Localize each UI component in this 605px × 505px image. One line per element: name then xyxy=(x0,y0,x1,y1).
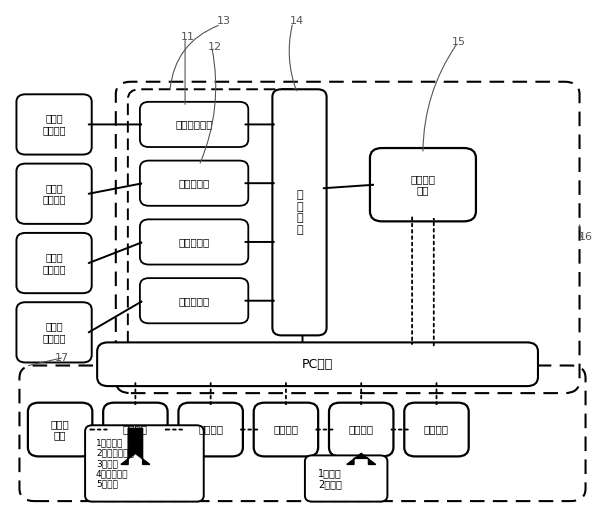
Text: 实时显示: 实时显示 xyxy=(348,425,374,434)
FancyBboxPatch shape xyxy=(404,402,469,457)
Text: 1、功率谱
2、功率谱密度
3、倒谱
4、小波变换
5、包络: 1、功率谱 2、功率谱密度 3、倒谱 4、小波变换 5、包络 xyxy=(96,438,134,489)
FancyBboxPatch shape xyxy=(28,402,93,457)
Text: 数据采集
电路: 数据采集 电路 xyxy=(410,174,436,195)
FancyBboxPatch shape xyxy=(16,164,92,224)
Text: 1、时域
2、频域: 1、时域 2、频域 xyxy=(318,468,342,489)
Text: PC电脑: PC电脑 xyxy=(302,358,333,371)
Text: 打开数据: 打开数据 xyxy=(198,425,223,434)
FancyBboxPatch shape xyxy=(305,456,387,501)
FancyBboxPatch shape xyxy=(16,233,92,293)
FancyBboxPatch shape xyxy=(329,402,393,457)
Text: 保存数据: 保存数据 xyxy=(273,425,298,434)
FancyBboxPatch shape xyxy=(370,148,476,221)
Text: 温度传感器: 温度传感器 xyxy=(178,178,210,188)
Text: 14: 14 xyxy=(289,17,304,26)
Text: 电流传感器: 电流传感器 xyxy=(178,296,210,306)
Polygon shape xyxy=(347,453,376,465)
Text: 曳引机
电流信号: 曳引机 电流信号 xyxy=(42,322,66,343)
FancyBboxPatch shape xyxy=(85,425,204,501)
FancyBboxPatch shape xyxy=(253,402,318,457)
Text: 13: 13 xyxy=(217,17,231,26)
FancyBboxPatch shape xyxy=(272,89,327,335)
Text: 曳引机
温度信号: 曳引机 温度信号 xyxy=(42,183,66,205)
Polygon shape xyxy=(121,428,150,465)
FancyBboxPatch shape xyxy=(16,94,92,155)
Text: 采集数据: 采集数据 xyxy=(424,425,449,434)
Text: 12: 12 xyxy=(208,41,222,52)
FancyBboxPatch shape xyxy=(97,342,538,386)
Text: 分析后
显示: 分析后 显示 xyxy=(51,419,70,440)
Text: 17: 17 xyxy=(54,353,69,363)
FancyBboxPatch shape xyxy=(16,302,92,363)
FancyBboxPatch shape xyxy=(140,278,248,323)
FancyBboxPatch shape xyxy=(103,402,168,457)
Text: 曳引机
转动信号: 曳引机 转动信号 xyxy=(42,252,66,274)
FancyBboxPatch shape xyxy=(140,161,248,206)
FancyBboxPatch shape xyxy=(178,402,243,457)
FancyBboxPatch shape xyxy=(140,219,248,265)
Text: 加速度传感器: 加速度传感器 xyxy=(175,120,213,129)
Text: 分析算法: 分析算法 xyxy=(123,425,148,434)
Text: 曳引机
振动信号: 曳引机 振动信号 xyxy=(42,114,66,135)
Text: 15: 15 xyxy=(452,36,466,46)
Text: 速度传感器: 速度传感器 xyxy=(178,237,210,247)
FancyBboxPatch shape xyxy=(140,102,248,147)
Text: 11: 11 xyxy=(181,31,195,41)
Text: 16: 16 xyxy=(578,232,592,242)
Text: 调
理
电
路: 调 理 电 路 xyxy=(296,190,302,235)
